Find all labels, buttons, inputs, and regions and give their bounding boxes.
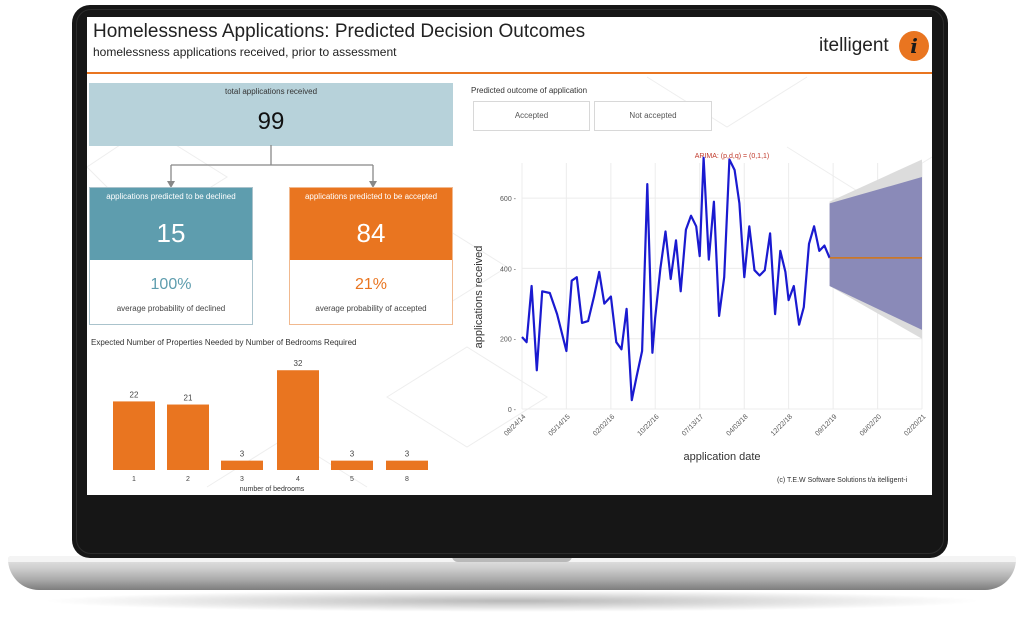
bar-bedrooms-5[interactable] (331, 460, 373, 470)
filter-not-accepted-button[interactable]: Not accepted (594, 101, 712, 131)
accepted-value: 84 (356, 218, 386, 248)
y-tick-label: 0 - (508, 407, 517, 414)
total-applications-value: 99 (257, 108, 285, 135)
bedrooms-bar-chart: 22 1 21 2 3 3 32 4 3 5 3 8 number of bedrooms (113, 359, 428, 493)
declined-label: applications predicted to be declined (106, 192, 236, 201)
x-tick-label: 06/02/20 (859, 413, 883, 437)
bedrooms-chart-title: Expected Number of Properties Needed by … (91, 338, 357, 347)
ts-x-axis-label: application date (683, 451, 760, 463)
outcome-filter-title: Predicted outcome of application (471, 86, 588, 95)
x-tick-label: 12/22/18 (770, 413, 794, 437)
declined-card: applications predicted to be declined 15… (89, 187, 253, 325)
accepted-card-header: applications predicted to be accepted 84 (290, 188, 452, 260)
bar-value-label: 22 (130, 390, 139, 399)
x-tick-label: 05/14/15 (548, 413, 572, 437)
accepted-probability: 21% (354, 276, 388, 293)
bar-bedrooms-4[interactable] (277, 370, 319, 470)
logo-i-icon: i (899, 31, 929, 61)
total-applications-card: total applications received 99 (89, 83, 453, 146)
bar-value-label: 32 (294, 359, 303, 368)
declined-card-header: applications predicted to be declined 15 (90, 188, 252, 260)
x-tick-label: 02/02/16 (592, 413, 616, 437)
declined-value: 15 (156, 218, 186, 248)
bar-category-label: 5 (350, 476, 354, 483)
forecast-band-inner (829, 177, 922, 330)
x-tick-label: 10/22/16 (636, 413, 660, 437)
observed-series-line[interactable] (521, 156, 831, 402)
x-tick-label: 04/03/18 (725, 413, 749, 437)
page-subtitle: homelessness applications received, prio… (93, 45, 397, 59)
brand-logo: itelligent i (819, 31, 929, 65)
bar-bedrooms-2[interactable] (167, 404, 209, 470)
x-tick-label: 07/13/17 (681, 413, 705, 437)
accepted-label: applications predicted to be accepted (304, 192, 438, 201)
bar-value-label: 21 (184, 394, 193, 403)
copyright-footer: (c) T.E.W Software Solutions t/a itellig… (777, 477, 908, 484)
bar-category-label: 3 (240, 476, 244, 483)
bar-x-axis-label: number of bedrooms (240, 486, 305, 493)
logo-text: itelligent (819, 35, 889, 56)
y-tick-label: 400 - (500, 266, 517, 273)
ts-y-axis-label: applications received (473, 246, 485, 349)
arima-chart-title: ARIMA: (p,d,q) = (0,1,1) (695, 153, 770, 160)
bar-category-label: 2 (186, 476, 190, 483)
bar-value-label: 3 (240, 450, 245, 459)
header-divider (87, 72, 932, 74)
bar-bedrooms-1[interactable] (113, 401, 155, 470)
bar-bedrooms-8[interactable] (386, 460, 428, 470)
bar-category-label: 1 (132, 476, 136, 483)
page-title: Homelessness Applications: Predicted Dec… (93, 21, 586, 42)
bar-category-label: 8 (405, 476, 409, 483)
x-tick-label: 08/24/14 (503, 413, 527, 437)
y-tick-label: 600 - (500, 196, 517, 203)
filter-accepted-button[interactable]: Accepted (473, 101, 590, 131)
accepted-probability-label: average probability of accepted (315, 304, 427, 313)
laptop-bezel-edge (76, 9, 944, 554)
x-tick-label: 02/20/21 (903, 413, 927, 437)
dashboard-screen: Homelessness Applications: Predicted Dec… (87, 17, 932, 495)
bar-value-label: 3 (405, 450, 410, 459)
y-tick-label: 200 - (500, 337, 517, 344)
declined-probability: 100% (150, 276, 192, 293)
accepted-card: applications predicted to be accepted 84… (289, 187, 453, 325)
x-tick-label: 09/12/19 (814, 413, 838, 437)
laptop-shadow (40, 590, 984, 612)
bar-value-label: 3 (350, 450, 355, 459)
laptop-opening-notch (452, 556, 572, 562)
arima-forecast-chart: ARIMA: (p,d,q) = (0,1,1) 0 - 200 - 400 - 600… (473, 153, 927, 463)
flow-arrows (167, 145, 377, 188)
bar-bedrooms-3[interactable] (221, 460, 263, 470)
total-applications-label: total applications received (224, 87, 318, 96)
declined-probability-label: average probability of declined (116, 304, 226, 313)
bar-category-label: 4 (296, 476, 300, 483)
